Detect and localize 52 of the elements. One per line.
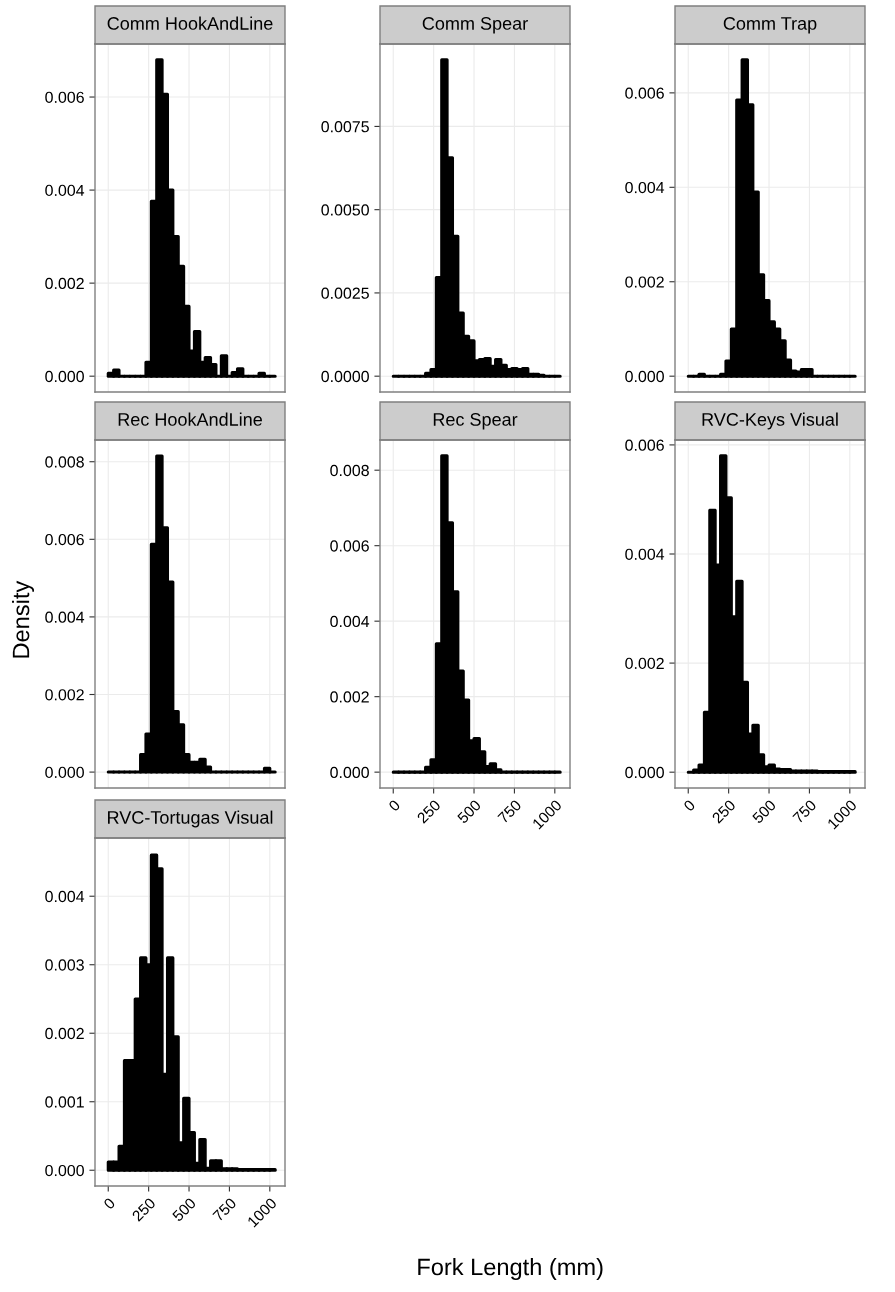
y-tick-label: 0.002 (45, 1027, 84, 1040)
y-tick-label: 0.006 (625, 87, 664, 99)
y-tick-label: 0.000 (330, 766, 369, 779)
y-tick-label: 0.000 (45, 1164, 84, 1177)
y-tick-label: 0.001 (45, 1096, 84, 1108)
x-axis-title: Fork Length (mm) (418, 1257, 603, 1280)
y-tick-label: 0.004 (330, 615, 370, 628)
chart-title: RVC-Tortugas Visual (108, 810, 273, 828)
y-tick-label: 0.004 (45, 611, 85, 623)
y-tick-label: 0.0000 (321, 370, 369, 383)
chart-title: Comm Spear (422, 17, 528, 34)
y-tick-label: 0.000 (45, 370, 84, 383)
y-tick-label: 0.006 (330, 540, 369, 552)
y-tick-label: 0.002 (330, 691, 369, 703)
y-tick-label: 0.002 (625, 657, 664, 670)
y-tick-label: 0.002 (45, 277, 84, 290)
chart-title: Comm HookAndLine (107, 16, 273, 30)
chart-title: Comm Trap (723, 17, 817, 34)
chart-title: Rec HookAndLine (118, 412, 262, 426)
chart-title: Rec Spear (433, 413, 518, 430)
x-tick-label: 500 (456, 799, 482, 824)
x-tick-label: 0 (102, 1197, 116, 1210)
y-tick-label: 0.000 (625, 370, 664, 383)
y-tick-label: 0.004 (625, 548, 665, 560)
x-tick-label: 0 (387, 799, 401, 812)
x-tick-label: 500 (751, 799, 777, 824)
y-tick-label: 0.0025 (321, 287, 369, 299)
y-tick-label: 0.008 (330, 464, 369, 477)
x-tick-label: 750 (212, 1197, 237, 1222)
x-tick-label: 500 (171, 1197, 197, 1222)
x-tick-label: 250 (416, 799, 442, 824)
x-tick-label: 250 (711, 799, 737, 824)
y-tick-label: 0.000 (625, 766, 664, 779)
y-tick-label: 0.006 (625, 439, 664, 451)
y-tick-label: 0.004 (625, 181, 665, 194)
x-tick-label: 750 (792, 799, 817, 824)
y-tick-label: 0.008 (45, 456, 84, 468)
y-axis-title: Density (12, 580, 35, 658)
y-tick-label: 0.004 (45, 890, 85, 903)
x-tick-label: 0 (682, 799, 696, 812)
y-tick-label: 0.002 (45, 689, 84, 701)
x-tick-label: 250 (131, 1197, 157, 1222)
y-tick-label: 0.000 (45, 766, 84, 779)
x-tick-label: 750 (497, 799, 522, 824)
y-tick-label: 0.0050 (321, 204, 369, 216)
y-tick-label: 0.003 (45, 959, 84, 971)
y-tick-label: 0.006 (45, 91, 84, 103)
y-tick-label: 0.002 (625, 276, 664, 288)
y-tick-label: 0.004 (45, 184, 85, 197)
y-tick-label: 0.0075 (321, 121, 369, 133)
y-tick-label: 0.006 (45, 533, 84, 546)
chart-title: RVC-Keys Visual (702, 412, 838, 430)
